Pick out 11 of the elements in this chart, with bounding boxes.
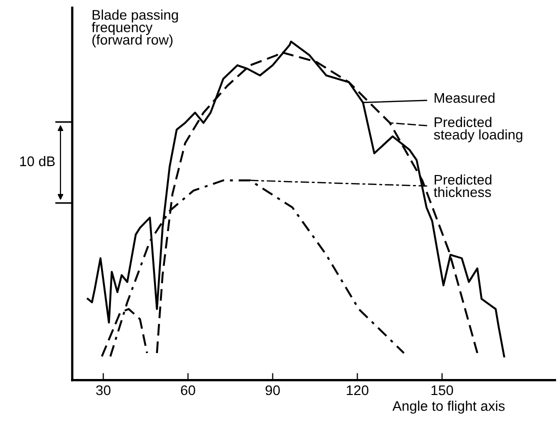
x-tick-label: 120 [346, 385, 368, 396]
text: 10 dB [20, 156, 55, 166]
legend-label: Measured [434, 92, 494, 103]
x-tick-label: 60 [180, 385, 196, 396]
chart-title: Blade passing frequency (forward row) [92, 10, 178, 48]
x-tick-label: 30 [96, 385, 110, 396]
x-axis-title: Angle to flight axis [392, 400, 505, 414]
legend-label: Predicted steady loading [434, 116, 522, 142]
x-tick-label: 90 [266, 385, 280, 396]
x-tick-label: 150 [432, 385, 454, 396]
text: Predicted thickness [434, 174, 492, 198]
